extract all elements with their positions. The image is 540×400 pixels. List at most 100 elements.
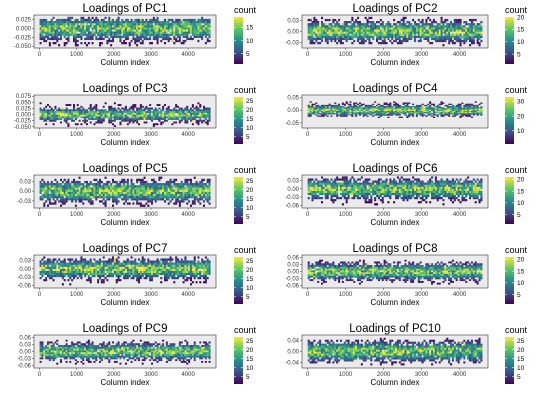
heatmap-bin <box>156 39 159 43</box>
heatmap-bin <box>91 107 94 110</box>
heatmap-bin <box>383 192 386 196</box>
heatmap-bin <box>415 114 418 116</box>
heatmap-bin <box>56 193 59 197</box>
heatmap-bin <box>398 41 401 45</box>
heatmap-bin <box>313 182 316 185</box>
heatmap-bin <box>357 178 360 181</box>
heatmap-bin <box>370 29 373 32</box>
heatmap-bin <box>160 35 163 38</box>
heatmap-bin <box>341 190 344 194</box>
heatmap-bin <box>182 33 185 36</box>
heatmap-bin <box>47 185 50 188</box>
heatmap-bin <box>398 106 401 108</box>
heatmap-bin <box>151 191 154 194</box>
heatmap-bin <box>71 191 74 194</box>
heatmap-bin <box>119 23 122 26</box>
heatmap-bin <box>463 110 466 113</box>
heatmap-bin <box>73 18 76 22</box>
heatmap-bin <box>376 104 379 107</box>
heatmap-bin <box>319 37 322 41</box>
heatmap-bin <box>47 27 50 30</box>
heatmap-bin <box>138 109 141 112</box>
heatmap-bin <box>95 104 98 106</box>
heatmap-bin <box>191 31 194 34</box>
heatmap-bin <box>138 189 141 192</box>
heatmap-bin <box>338 108 341 110</box>
heatmap-bin <box>389 107 392 109</box>
heatmap-bin <box>89 191 92 194</box>
heatmap-bin <box>436 199 439 202</box>
heatmap-bin <box>47 116 50 119</box>
heatmap-bin <box>341 192 344 196</box>
heatmap-bin <box>347 182 350 185</box>
heatmap-bin <box>112 109 115 112</box>
heatmap-bin <box>362 190 365 194</box>
heatmap-bin <box>374 186 377 189</box>
heatmap-bin <box>167 109 170 112</box>
heatmap-bin <box>478 27 481 30</box>
heatmap-bin <box>320 23 324 26</box>
heatmap-bin <box>355 109 358 111</box>
heatmap-bin <box>201 185 204 188</box>
heatmap-bin <box>379 109 382 111</box>
legend-label: 20 <box>246 107 254 114</box>
heatmap-bin <box>391 184 394 187</box>
heatmap-bin <box>307 182 310 185</box>
heatmap-bin <box>141 114 144 117</box>
heatmap-bin <box>160 183 163 186</box>
heatmap-bins <box>307 16 483 47</box>
heatmap-bin <box>108 109 111 112</box>
heatmap-bin <box>160 33 163 36</box>
heatmap-bin <box>128 20 131 24</box>
heatmap-bin <box>113 198 116 201</box>
heatmap-bin <box>362 110 365 113</box>
heatmap-bin <box>402 182 405 185</box>
heatmap-bin <box>345 176 348 179</box>
heatmap-bin <box>48 183 51 186</box>
heatmap-bin <box>141 42 144 45</box>
heatmap-bin <box>100 109 103 112</box>
heatmap-bin <box>54 114 57 117</box>
heatmap-bin <box>317 188 320 191</box>
heatmap-bin <box>355 35 358 38</box>
heatmap-bin <box>446 25 449 28</box>
heatmap-bin <box>184 198 187 201</box>
heatmap-bin <box>338 110 341 113</box>
heatmap-bin <box>457 106 460 108</box>
heatmap-bin <box>450 109 453 111</box>
heatmap-bin <box>338 184 341 187</box>
heatmap-bin <box>115 111 118 113</box>
heatmap-bin <box>332 29 335 32</box>
heatmap-bin <box>141 105 144 108</box>
heatmap-bin <box>436 35 439 38</box>
heatmap-bin <box>370 21 373 24</box>
heatmap-bin <box>451 108 454 110</box>
heatmap-bin <box>199 114 202 117</box>
heatmap-bin <box>358 182 361 185</box>
heatmap-bin <box>178 204 181 207</box>
heatmap-bin <box>343 108 346 110</box>
heatmap-bin <box>313 23 316 26</box>
heatmap-bin <box>39 198 42 201</box>
heatmap-bin <box>106 195 109 199</box>
heatmap-bin <box>45 191 48 194</box>
heatmap-bin <box>406 31 409 34</box>
heatmap-bin <box>149 25 152 28</box>
heatmap-bin <box>60 118 63 120</box>
heatmap-bin <box>389 29 392 32</box>
heatmap-bin <box>171 25 174 28</box>
heatmap-bin <box>63 191 66 194</box>
heatmap-bin <box>191 109 194 112</box>
heatmap-bin <box>154 111 157 113</box>
heatmap-bin <box>141 31 144 34</box>
heatmap-bin <box>315 27 318 30</box>
heatmap-bin <box>410 194 413 198</box>
heatmap-bin <box>345 107 348 109</box>
heatmap-bin <box>376 180 379 183</box>
heatmap-bin <box>459 104 462 107</box>
heatmap-bin <box>39 42 42 45</box>
heatmap-bin <box>164 104 167 106</box>
heatmap-bin <box>339 29 343 32</box>
heatmap-bin <box>149 42 152 45</box>
heatmap-bin <box>152 18 155 22</box>
